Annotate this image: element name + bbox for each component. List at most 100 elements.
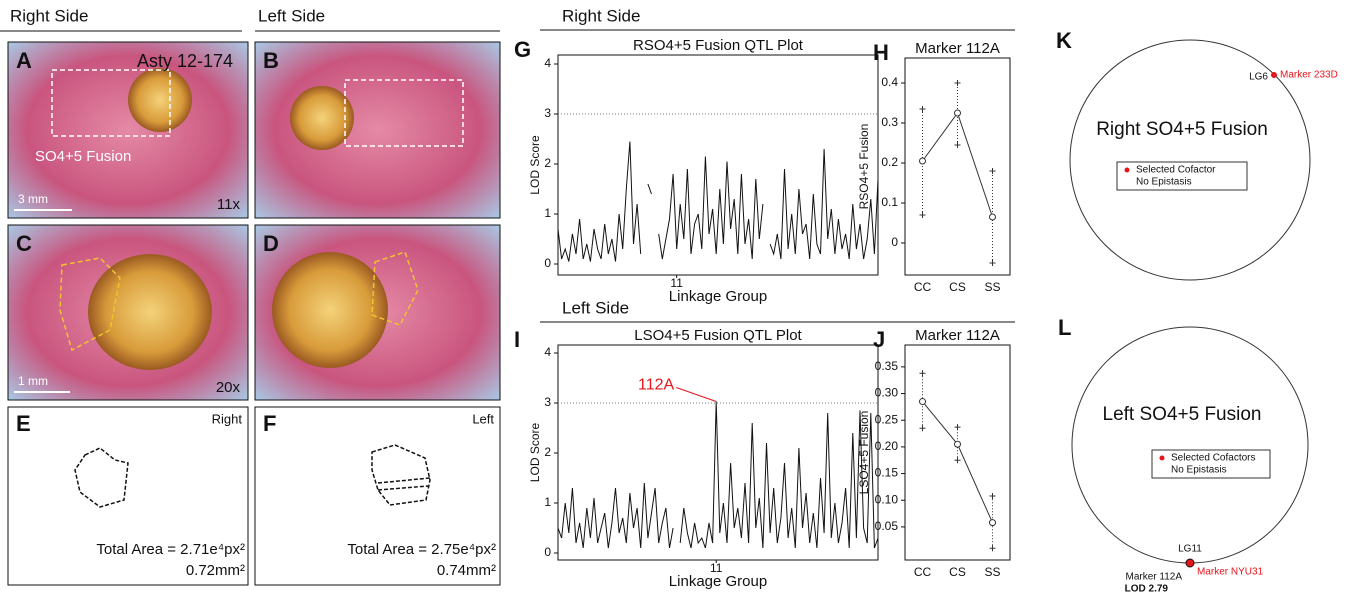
- plot-frame: [557, 54, 879, 276]
- photo-panel: [7, 41, 249, 219]
- outline: [371, 444, 431, 506]
- side-label: Right: [212, 411, 243, 426]
- group-label: LG6: [1249, 72, 1268, 83]
- error-cap: [954, 424, 961, 431]
- x-tick-label: CC: [914, 565, 932, 579]
- x-tick-label: 11: [670, 276, 683, 290]
- y-tick-label: 4: [544, 56, 551, 70]
- panel-label: H: [873, 40, 889, 65]
- x-tick-label: CS: [949, 565, 966, 579]
- legend-box: [1151, 449, 1271, 479]
- y-tick-label: 0.25: [875, 412, 899, 426]
- y-tick-label: 1: [544, 495, 551, 509]
- lod-line: [557, 401, 879, 549]
- panel-label: G: [514, 37, 531, 62]
- chart-title: Marker 112A: [915, 327, 1000, 344]
- panel-label: F: [263, 411, 276, 436]
- x-tick-label: SS: [984, 280, 1000, 294]
- outline: [74, 447, 129, 508]
- mean-point: [919, 157, 926, 165]
- y-tick-label: 0.1: [881, 195, 898, 209]
- mean-point: [954, 440, 961, 448]
- y-tick-label: 0.4: [881, 75, 898, 89]
- y-tick-label: 2: [544, 445, 551, 459]
- y-tick-label: 0.05: [875, 519, 899, 533]
- x-axis-label: Linkage Group: [669, 573, 767, 590]
- area-mm: 0.74mm²: [437, 562, 496, 579]
- photo-panel: [254, 41, 501, 219]
- lod-line: [557, 141, 879, 262]
- error-cap: [989, 492, 996, 499]
- scale-bar: 3 mm: [18, 192, 48, 206]
- y-tick-label: 0.2: [881, 155, 898, 169]
- panel-label: E: [16, 411, 31, 436]
- y-tick-label: 0: [891, 235, 898, 249]
- marker-label: Marker NYU31: [1197, 567, 1264, 578]
- cofactor-label: Marker 112A: [1125, 572, 1182, 583]
- error-cap: [919, 212, 926, 218]
- panel-label: L: [1058, 315, 1071, 340]
- photo-panel: [254, 224, 501, 401]
- y-tick-label: 0: [544, 545, 551, 559]
- y-tick-label: 0.30: [875, 386, 899, 400]
- error-cap: [989, 545, 996, 552]
- area: Total Area = 2.75e⁴px²: [347, 541, 496, 558]
- y-tick-label: 3: [544, 106, 551, 120]
- outline-panel: [254, 406, 501, 586]
- legend-dot: [1124, 167, 1130, 173]
- legend-dot: [1159, 455, 1165, 461]
- specimen: Asty 12-174: [137, 51, 233, 71]
- x-tick-label: 11: [710, 561, 723, 575]
- panel-label: A: [16, 48, 32, 73]
- y-axis-label: LOD Score: [528, 135, 542, 195]
- panel-label: K: [1056, 28, 1072, 53]
- header: Right Side: [10, 6, 88, 25]
- error-cap: [919, 370, 926, 377]
- marker-dot: [1271, 72, 1277, 78]
- legend-entry: Selected Cofactors: [1171, 453, 1256, 464]
- panel-label: B: [263, 48, 279, 73]
- mean-line: [922, 111, 993, 218]
- panel-label: J: [873, 327, 885, 352]
- error-cap: [954, 80, 961, 86]
- header: Left Side: [258, 6, 325, 25]
- x-tick-label: SS: [984, 565, 1000, 579]
- legend-entry: No Epistasis: [1136, 177, 1192, 188]
- y-tick-label: 0.20: [875, 439, 899, 453]
- error-cap: [919, 425, 926, 432]
- marker-dot: [1185, 558, 1195, 568]
- error-cap: [954, 142, 961, 148]
- header: Right Side: [562, 6, 640, 25]
- scale-bar: 1 mm: [18, 374, 48, 388]
- lod-label: LOD 2.79: [1125, 584, 1169, 592]
- x-axis-label: Linkage Group: [669, 288, 767, 305]
- header: Left Side: [562, 298, 629, 317]
- marker-label: Marker 233D: [1280, 70, 1338, 81]
- panel-label: I: [514, 327, 520, 352]
- diagram-title: Right SO4+5 Fusion: [1096, 119, 1268, 140]
- error-cap: [989, 260, 996, 266]
- y-tick-label: 0.3: [881, 115, 898, 129]
- y-axis-label: LSO4+5 Fusion: [857, 411, 871, 495]
- chart-title: LSO4+5 Fusion QTL Plot: [634, 327, 802, 344]
- diagram-title: Left SO4+5 Fusion: [1103, 404, 1262, 425]
- magnification: 20x: [216, 379, 241, 396]
- photo-panel: [7, 224, 249, 401]
- plot-frame: [904, 57, 1011, 276]
- chart-title: RSO4+5 Fusion QTL Plot: [633, 37, 804, 54]
- magnification: 11x: [217, 196, 241, 213]
- panel-label: C: [16, 231, 32, 256]
- mean-point: [989, 213, 996, 221]
- panel-label: D: [263, 231, 279, 256]
- annotation-line: [676, 387, 717, 402]
- area-mm: 0.72mm²: [186, 562, 245, 579]
- y-axis-label: LOD Score: [528, 422, 542, 482]
- y-tick-label: 4: [544, 345, 551, 359]
- y-tick-label: 0.35: [875, 359, 899, 373]
- mean-point: [919, 398, 926, 406]
- y-tick-label: 1: [544, 206, 551, 220]
- y-tick-label: 0.15: [875, 466, 899, 480]
- error-cap: [954, 457, 961, 464]
- y-axis-label: RSO4+5 Fusion: [857, 124, 871, 210]
